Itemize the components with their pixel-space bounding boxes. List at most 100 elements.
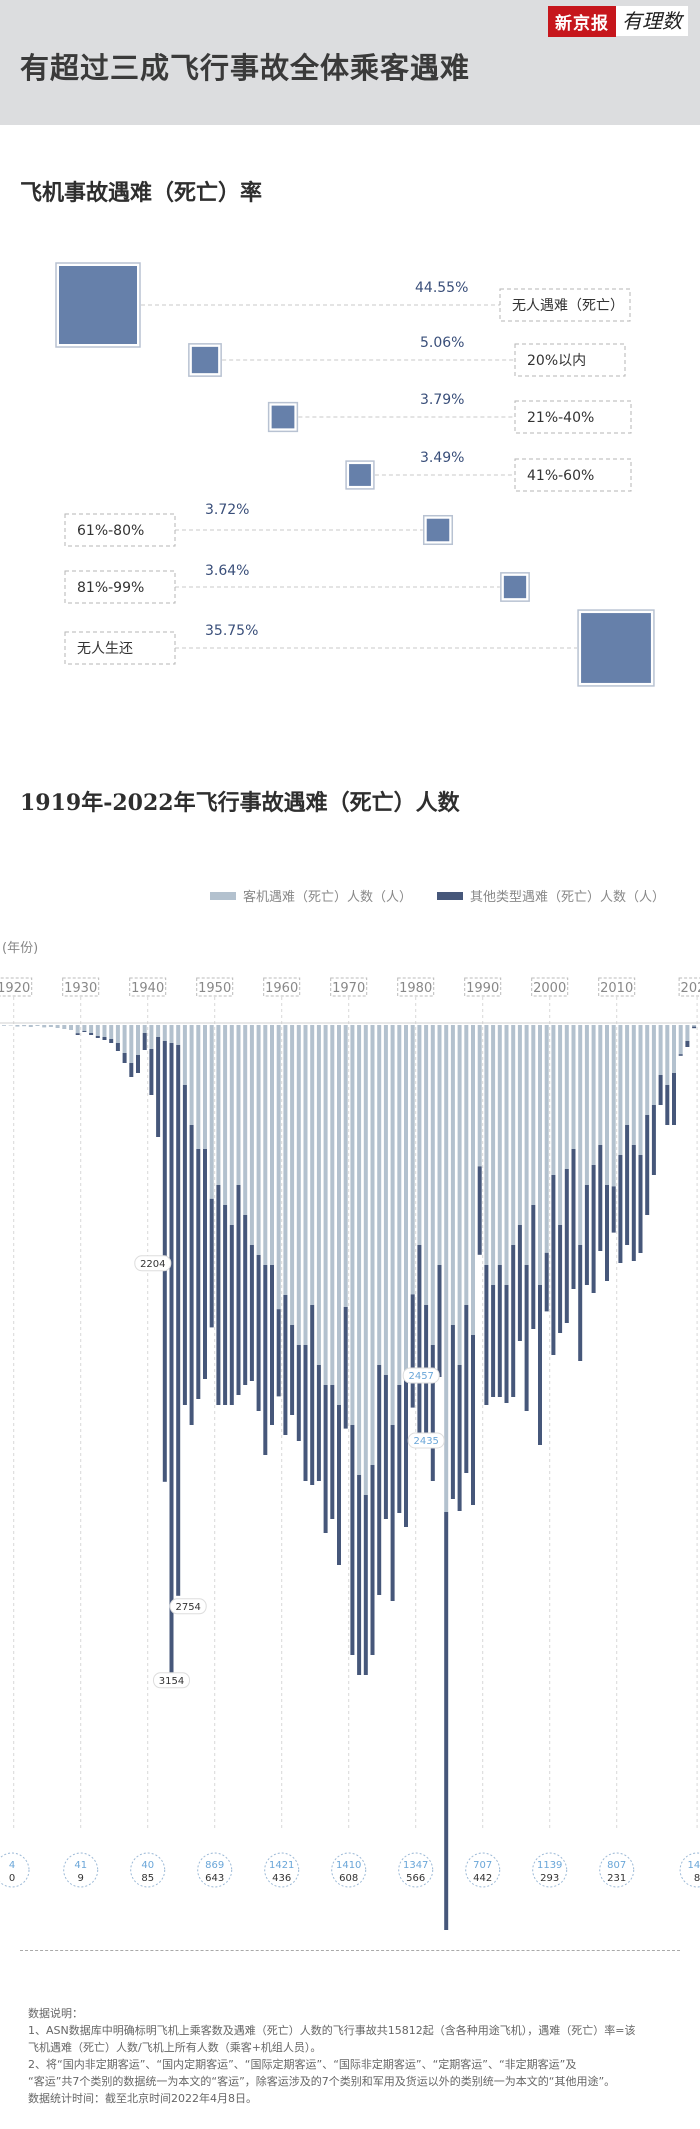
bar-other xyxy=(115,1043,120,1051)
bar-other xyxy=(678,1054,683,1056)
rate-item: 3.49% 41%-60% xyxy=(345,450,632,492)
notes-line: 1、ASN数据库中明确标明飞机上乘客数及遇难（死亡）人数的飞行事故共15812起… xyxy=(28,2024,636,2037)
bar-passenger xyxy=(511,1025,516,1245)
bar-passenger xyxy=(89,1025,94,1033)
bar-other xyxy=(196,1149,201,1399)
bar-passenger xyxy=(42,1025,47,1028)
rate-item: 35.75% 无人生还 xyxy=(64,609,655,687)
bar-other xyxy=(397,1385,402,1513)
bar-other xyxy=(444,1512,449,1930)
x-tick: 2022 xyxy=(678,977,700,1830)
bar-other xyxy=(564,1169,569,1323)
decade-passenger-value: 1410 xyxy=(336,1860,361,1871)
bar-annotation: 3154 xyxy=(153,1672,190,1689)
bar-passenger xyxy=(390,1025,395,1425)
bar-passenger xyxy=(618,1025,623,1155)
annotation-bubble xyxy=(402,1367,440,1384)
x-tick-label: 1930 xyxy=(64,981,97,996)
bar-other xyxy=(95,1036,100,1038)
bar-passenger xyxy=(377,1025,382,1365)
bar-passenger xyxy=(330,1025,335,1385)
bar-other xyxy=(129,1063,134,1077)
decade-passenger-value: 1421 xyxy=(269,1860,294,1871)
bar-passenger xyxy=(95,1025,100,1036)
bar-passenger xyxy=(491,1025,496,1285)
bar-passenger xyxy=(343,1025,348,1307)
x-tick-box xyxy=(129,977,167,997)
bar-other xyxy=(437,1265,442,1377)
rate-label: 无人生还 xyxy=(77,641,133,657)
decade-marker: 1347 566 xyxy=(398,1852,434,1888)
rate-item: 5.06% 20%以内 xyxy=(188,335,626,377)
bar-passenger xyxy=(169,1025,174,1043)
bar-other xyxy=(625,1125,630,1245)
bar-other xyxy=(477,1166,482,1255)
bar-other xyxy=(638,1155,643,1253)
bar-other xyxy=(645,1115,650,1215)
notes-text: 数据说明： 1、ASN数据库中明确标明飞机上乘客数及遇难（死亡）人数的飞行事故共… xyxy=(28,2005,683,2107)
bar-passenger xyxy=(62,1025,67,1029)
bar-other xyxy=(149,1049,154,1095)
decade-marker: 1421 436 xyxy=(264,1852,300,1888)
x-tick-box xyxy=(531,977,569,997)
bar-other xyxy=(551,1175,556,1355)
bar-passenger xyxy=(658,1025,663,1075)
rate-label-box xyxy=(499,288,631,322)
bar-passenger xyxy=(310,1025,315,1305)
decade-circle xyxy=(599,1852,635,1888)
bar-passenger xyxy=(450,1025,455,1325)
annotation-bubble xyxy=(407,1432,445,1449)
bar-passenger xyxy=(303,1025,308,1345)
bar-passenger xyxy=(270,1025,274,1265)
bar-passenger xyxy=(457,1025,462,1365)
bar-other xyxy=(377,1365,382,1595)
bar-other xyxy=(176,1045,181,1596)
decade-passenger-value: 707 xyxy=(473,1860,492,1871)
rate-value: 3.64% xyxy=(205,563,249,579)
bar-other xyxy=(283,1295,288,1435)
bar-other xyxy=(631,1145,636,1261)
bar-other xyxy=(249,1245,254,1381)
bar-passenger xyxy=(276,1025,281,1310)
notes-section: 数据说明： 1、ASN数据库中明确标明飞机上乘客数及遇难（死亡）人数的飞行事故共… xyxy=(0,1950,700,2129)
bar-passenger xyxy=(410,1025,415,1295)
bar-passenger xyxy=(129,1025,134,1063)
bar-other xyxy=(417,1245,422,1445)
rate-square xyxy=(59,266,137,344)
bar-other xyxy=(243,1215,248,1385)
x-tick: 1920 xyxy=(0,977,33,1830)
decade-passenger-value: 146 xyxy=(688,1860,700,1871)
bar-passenger xyxy=(256,1025,261,1255)
deaths-bar-chart: 客机遇难（死亡）人数（人） 其他类型遇难（死亡）人数（人） (年份) 1920 1930… xyxy=(0,889,700,1930)
bar-passenger xyxy=(249,1025,254,1245)
bar-other xyxy=(672,1073,676,1125)
legend-label-other: 其他类型遇难（死亡）人数（人） xyxy=(470,890,665,905)
decade-passenger-value: 40 xyxy=(141,1860,154,1871)
bar-other xyxy=(471,1335,475,1505)
decade-other-value: 293 xyxy=(540,1873,559,1884)
bar-other xyxy=(504,1285,509,1403)
rate-square xyxy=(271,405,295,429)
bar-passenger xyxy=(48,1025,53,1027)
rate-value: 3.72% xyxy=(205,502,249,518)
decade-other-value: 643 xyxy=(205,1873,224,1884)
x-tick-label: 1970 xyxy=(332,981,365,996)
bar-other xyxy=(484,1265,489,1405)
bar-other xyxy=(156,1037,161,1137)
x-tick-label: 1920 xyxy=(0,981,30,996)
x-tick-label: 1990 xyxy=(466,981,499,996)
x-tick-box xyxy=(464,977,502,997)
bar-other xyxy=(618,1155,623,1263)
decade-other-value: 85 xyxy=(141,1873,154,1884)
bar-other xyxy=(236,1185,241,1395)
bar-other xyxy=(578,1245,583,1361)
bar-other xyxy=(169,1043,174,1674)
notes-divider xyxy=(20,1950,680,1951)
rate-label: 81%-99% xyxy=(77,580,144,596)
rate-square xyxy=(581,613,651,683)
bar-passenger xyxy=(370,1025,375,1465)
bar-other xyxy=(658,1075,663,1105)
notes-line: “客运”共7个类别的数据统一为本文的“客运”，除客运涉及的7个类别和军用及货运以… xyxy=(28,2075,616,2088)
